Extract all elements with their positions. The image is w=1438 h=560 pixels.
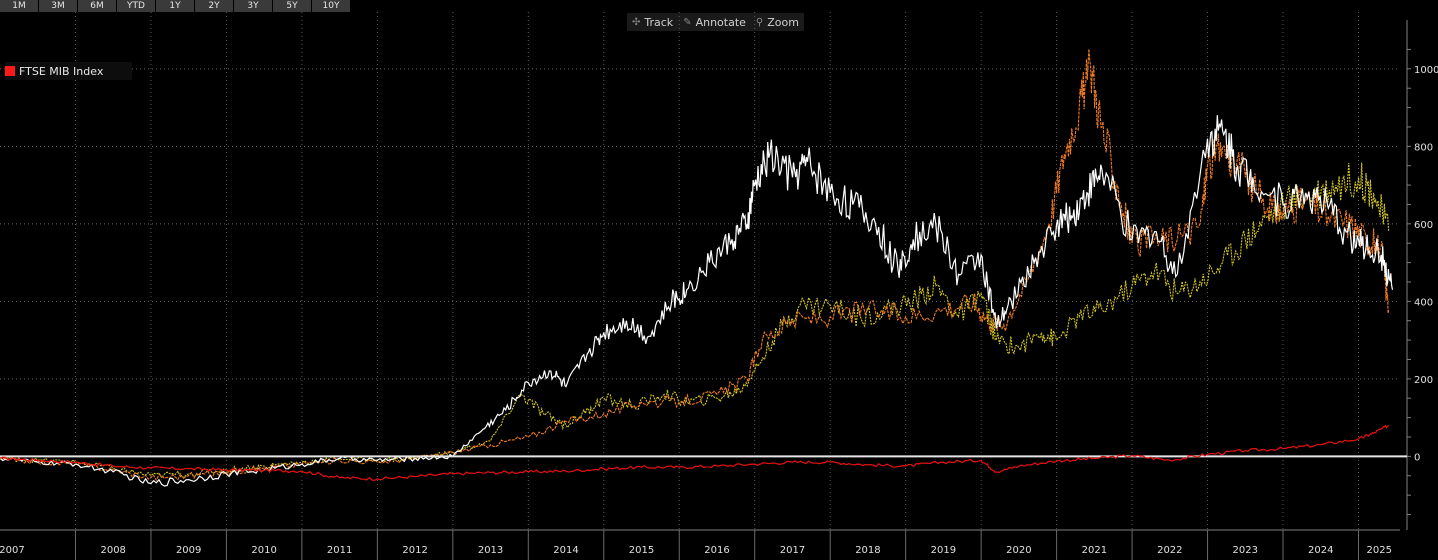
track-button[interactable]: ✣ Track <box>627 13 678 31</box>
x-tick-label: 2023 <box>1233 545 1258 556</box>
legend-label: FTSE MIB Index <box>19 64 104 78</box>
y-tick-label: 0 <box>1414 452 1420 463</box>
x-tick-label: 2016 <box>704 545 729 556</box>
series-line-2 <box>0 48 1390 482</box>
x-tick-label: 2014 <box>553 545 578 556</box>
range-button-1y[interactable]: 1Y <box>156 0 194 12</box>
x-tick-label: 2017 <box>780 545 805 556</box>
track-label: Track <box>644 15 674 29</box>
x-tick-label: 2018 <box>855 545 880 556</box>
x-tick-label: 2012 <box>402 545 427 556</box>
chart-toolbar: ✣ Track ✎ Annotate ⚲ Zoom <box>627 13 804 31</box>
series-line-0 <box>0 424 1390 481</box>
x-tick-label: 2015 <box>629 545 654 556</box>
range-button-6m[interactable]: 6M <box>78 0 116 12</box>
x-tick-label: 2020 <box>1006 545 1031 556</box>
range-button-5y[interactable]: 5Y <box>273 0 311 12</box>
legend-swatch <box>5 66 15 76</box>
x-tick-label: 2019 <box>931 545 956 556</box>
y-tick-label: 800 <box>1414 142 1433 153</box>
date-range-bar: 1M 3M 6M YTD 1Y 2Y 3Y 5Y 10Y <box>0 0 351 12</box>
x-tick-label: 2024 <box>1308 545 1333 556</box>
x-tick-label: 2021 <box>1082 545 1107 556</box>
magnifier-icon: ⚲ <box>755 16 764 28</box>
x-tick-label: 2013 <box>478 545 503 556</box>
range-button-1m[interactable]: 1M <box>0 0 38 12</box>
range-button-10y[interactable]: 10Y <box>312 0 350 12</box>
series-line-3 <box>0 162 1390 479</box>
x-tick-label: 2007 <box>0 545 25 556</box>
range-button-3m[interactable]: 3M <box>39 0 77 12</box>
zoom-label: Zoom <box>767 15 799 29</box>
range-button-ytd[interactable]: YTD <box>117 0 155 12</box>
y-tick-label: 400 <box>1414 297 1433 308</box>
annotate-button[interactable]: ✎ Annotate <box>678 13 751 31</box>
range-button-2y[interactable]: 2Y <box>195 0 233 12</box>
y-tick-label: 600 <box>1414 220 1433 231</box>
x-tick-label: 2009 <box>176 545 201 556</box>
y-tick-label: 1000 <box>1414 65 1438 76</box>
series-line-1 <box>0 115 1394 487</box>
chart-legend[interactable]: FTSE MIB Index <box>5 62 132 80</box>
x-tick-label: 2022 <box>1157 545 1182 556</box>
x-tick-label: 2011 <box>327 545 352 556</box>
crosshair-icon: ✣ <box>632 16 641 28</box>
y-tick-label: 200 <box>1414 375 1433 386</box>
pencil-icon: ✎ <box>683 16 692 28</box>
range-button-3y[interactable]: 3Y <box>234 0 272 12</box>
x-tick-label: 2008 <box>100 545 125 556</box>
x-tick-label: 2010 <box>251 545 276 556</box>
x-tick-label: 2025 <box>1367 545 1392 556</box>
annotate-label: Annotate <box>695 15 746 29</box>
zoom-button[interactable]: ⚲ Zoom <box>751 13 804 31</box>
